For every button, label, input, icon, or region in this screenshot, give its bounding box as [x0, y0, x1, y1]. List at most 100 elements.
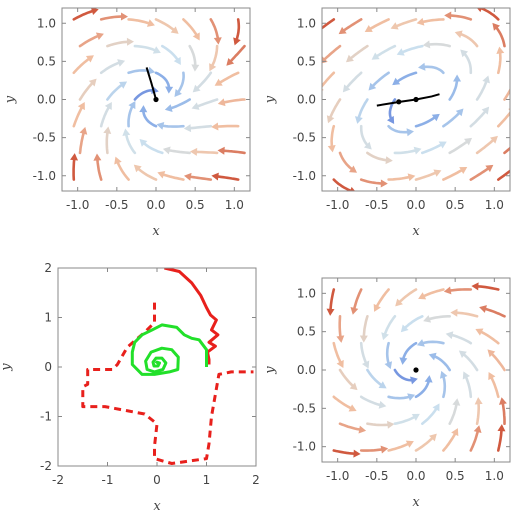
fixed-point	[153, 96, 159, 103]
stream-arrowhead	[119, 81, 128, 89]
stream-arrowhead	[165, 86, 174, 94]
fixed-point	[413, 96, 419, 103]
stream-arrowhead	[418, 292, 427, 300]
stream-arrowhead	[445, 331, 454, 340]
stream-arrowhead	[424, 375, 433, 383]
streamline	[332, 395, 356, 411]
stream-arrowhead	[146, 19, 155, 27]
stream-arrowhead	[192, 32, 200, 41]
stream-arrowhead	[490, 135, 498, 144]
x-tick-label: 1	[203, 473, 211, 487]
stream-arrowhead	[170, 26, 179, 34]
stream-arrowhead	[139, 138, 148, 147]
streamline	[497, 169, 510, 181]
stream-arrowhead	[214, 78, 223, 86]
y-tick-label: -1	[40, 410, 52, 424]
y-tick-label: -1.0	[293, 440, 316, 454]
stream-arrowhead	[387, 420, 395, 429]
stream-arrowhead	[183, 124, 192, 133]
stream-arrowhead	[139, 105, 148, 113]
y-tick-label: 0.5	[297, 54, 316, 68]
stream-arrowhead	[512, 163, 520, 171]
stream-arrowhead	[406, 128, 414, 137]
streamline	[191, 150, 219, 155]
streamline	[78, 33, 103, 48]
stream-arrowhead	[497, 424, 506, 432]
stream-arrowhead	[384, 361, 393, 370]
y-tick-label: 1.0	[297, 16, 316, 30]
y-axis-label: y	[263, 95, 278, 104]
stream-arrowhead	[157, 171, 166, 179]
stream-arrowhead	[459, 166, 468, 174]
stream-arrowhead	[400, 324, 409, 333]
stream-arrowhead	[444, 11, 452, 20]
stream-arrowhead	[373, 303, 381, 312]
stream-arrowhead	[475, 328, 484, 336]
x-tick-label: 1.0	[485, 198, 504, 212]
stream-arrowhead	[479, 305, 487, 313]
streamline	[503, 146, 510, 155]
stream-arrowhead	[353, 449, 361, 458]
stream-arrowhead	[452, 398, 461, 406]
stream-arrowhead	[371, 52, 380, 60]
streamline	[106, 40, 133, 48]
stream-arrowhead	[443, 286, 452, 295]
stream-arrowhead	[364, 25, 373, 33]
stream-arrowhead	[152, 46, 161, 54]
streamline	[387, 124, 413, 134]
streamline	[476, 329, 500, 345]
stream-arrowhead	[428, 352, 437, 361]
stream-arrowhead	[348, 165, 358, 173]
streamline	[193, 71, 213, 92]
stream-arrowhead	[392, 77, 401, 86]
stream-arrowhead	[399, 357, 408, 365]
stream-arrowhead	[128, 101, 136, 110]
separatrix-curve	[376, 93, 440, 107]
stream-arrowhead	[516, 135, 520, 143]
stream-arrowhead	[380, 445, 389, 454]
streamline	[359, 395, 385, 407]
stream-arrowhead	[390, 22, 399, 30]
stream-arrowhead	[464, 137, 473, 146]
stream-arrowhead	[380, 179, 388, 188]
stream-arrowhead	[156, 122, 165, 130]
stream-arrowhead	[327, 144, 336, 153]
stream-arrowhead	[326, 308, 335, 316]
stream-arrowhead	[211, 122, 219, 131]
y-tick-label: 0.5	[37, 54, 56, 68]
stream-arrowhead	[209, 63, 217, 72]
streamline	[419, 288, 445, 299]
stream-arrowhead	[496, 46, 505, 55]
streamline	[219, 149, 246, 155]
y-tick-label: 1.0	[37, 16, 56, 30]
stream-arrowhead	[418, 62, 426, 71]
streamline	[396, 288, 418, 306]
streamline	[133, 44, 160, 53]
streamline	[442, 167, 466, 181]
stream-arrowhead	[407, 393, 416, 401]
trajectory-line-2	[164, 268, 220, 365]
trajectory-line-1	[81, 302, 254, 465]
stream-arrowhead	[410, 376, 418, 385]
stream-arrowhead	[432, 403, 440, 412]
streamline	[322, 71, 336, 89]
stream-arrowhead	[378, 400, 387, 409]
streamline	[366, 18, 390, 32]
stream-arrowhead	[217, 98, 226, 107]
stream-arrowhead	[77, 102, 85, 111]
stream-arrowhead	[162, 146, 171, 155]
stream-arrowhead	[411, 413, 420, 421]
y-tick-label: -0.5	[33, 131, 56, 145]
fixed-point	[396, 99, 402, 105]
streamline	[424, 315, 451, 322]
stream-arrowhead	[336, 359, 344, 368]
streamline	[366, 151, 392, 162]
x-axis-label: x	[412, 495, 420, 510]
stream-arrowhead	[454, 30, 463, 39]
streamline	[322, 18, 336, 30]
y-axis-label: y	[3, 95, 18, 104]
streamline	[414, 434, 436, 452]
stream-arrowhead	[350, 186, 356, 191]
x-tick-label: -1	[102, 473, 114, 487]
